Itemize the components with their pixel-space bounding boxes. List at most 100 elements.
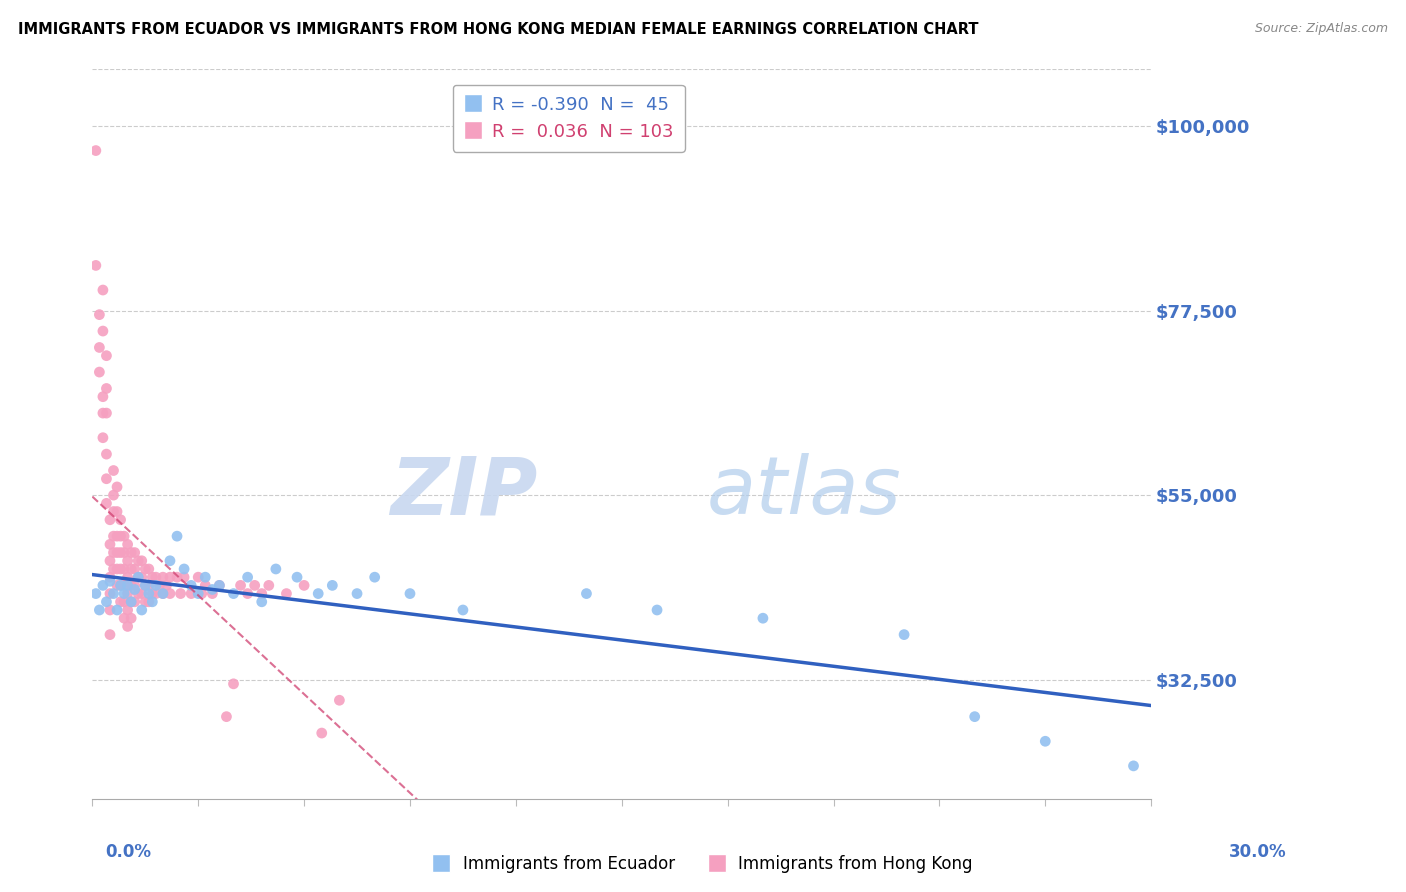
Point: [134, 578, 156, 592]
Point: [131, 570, 153, 584]
Point: [208, 578, 231, 592]
Point: [103, 463, 125, 477]
Point: [120, 562, 142, 576]
Point: [110, 513, 132, 527]
Point: [105, 603, 128, 617]
Point: [96, 382, 118, 396]
Point: [124, 578, 146, 592]
Point: [190, 586, 212, 600]
Point: [124, 582, 146, 597]
Point: [84, 259, 107, 273]
Point: [124, 595, 146, 609]
Point: [96, 595, 118, 609]
Point: [138, 595, 160, 609]
Point: [98, 627, 121, 641]
Text: ZIP: ZIP: [389, 453, 537, 531]
Point: [127, 554, 149, 568]
Point: [117, 586, 139, 600]
Point: [98, 603, 121, 617]
Point: [893, 627, 915, 641]
Point: [236, 570, 259, 584]
Point: [145, 578, 167, 592]
Point: [110, 529, 132, 543]
Point: [187, 586, 209, 600]
Point: [285, 570, 308, 584]
Text: 30.0%: 30.0%: [1229, 843, 1286, 861]
Point: [645, 603, 668, 617]
Point: [1033, 734, 1056, 748]
Point: [112, 562, 135, 576]
Point: [141, 595, 163, 609]
Point: [98, 554, 121, 568]
Point: [117, 619, 139, 633]
Point: [138, 562, 160, 576]
Point: [152, 586, 174, 600]
Point: [105, 545, 128, 559]
Point: [131, 603, 153, 617]
Point: [103, 529, 125, 543]
Point: [96, 447, 118, 461]
Point: [264, 562, 287, 576]
Point: [98, 570, 121, 584]
Point: [222, 677, 245, 691]
Point: [194, 578, 217, 592]
Point: [187, 570, 209, 584]
Point: [103, 504, 125, 518]
Point: [159, 586, 181, 600]
Point: [117, 554, 139, 568]
Point: [145, 570, 167, 584]
Point: [145, 586, 167, 600]
Point: [103, 488, 125, 502]
Point: [180, 578, 202, 592]
Text: atlas: atlas: [706, 453, 901, 531]
Point: [103, 545, 125, 559]
Point: [311, 726, 333, 740]
Point: [112, 529, 135, 543]
Point: [120, 578, 142, 592]
Point: [103, 586, 125, 600]
Point: [127, 570, 149, 584]
Legend: Immigrants from Ecuador, Immigrants from Hong Kong: Immigrants from Ecuador, Immigrants from…: [426, 848, 980, 880]
Point: [173, 562, 195, 576]
Point: [120, 595, 142, 609]
Point: [124, 562, 146, 576]
Point: [1122, 759, 1144, 773]
Point: [105, 504, 128, 518]
Text: IMMIGRANTS FROM ECUADOR VS IMMIGRANTS FROM HONG KONG MEDIAN FEMALE EARNINGS CORR: IMMIGRANTS FROM ECUADOR VS IMMIGRANTS FR…: [18, 22, 979, 37]
Point: [110, 595, 132, 609]
Point: [117, 578, 139, 592]
Point: [963, 709, 986, 723]
Point: [138, 586, 160, 600]
Point: [89, 341, 111, 355]
Point: [152, 586, 174, 600]
Point: [112, 586, 135, 600]
Point: [91, 283, 114, 297]
Point: [91, 578, 114, 592]
Point: [201, 582, 224, 597]
Point: [180, 586, 202, 600]
Point: [96, 472, 118, 486]
Point: [321, 578, 343, 592]
Point: [127, 570, 149, 584]
Point: [112, 545, 135, 559]
Point: [98, 586, 121, 600]
Point: [96, 406, 118, 420]
Point: [117, 603, 139, 617]
Point: [222, 586, 245, 600]
Point: [399, 586, 422, 600]
Point: [117, 537, 139, 551]
Point: [91, 431, 114, 445]
Point: [276, 586, 298, 600]
Point: [131, 586, 153, 600]
Point: [752, 611, 775, 625]
Point: [138, 578, 160, 592]
Point: [110, 545, 132, 559]
Point: [84, 144, 107, 158]
Point: [110, 578, 132, 592]
Text: Source: ZipAtlas.com: Source: ZipAtlas.com: [1254, 22, 1388, 36]
Point: [451, 603, 474, 617]
Point: [169, 586, 191, 600]
Point: [250, 595, 273, 609]
Point: [328, 693, 350, 707]
Point: [110, 578, 132, 592]
